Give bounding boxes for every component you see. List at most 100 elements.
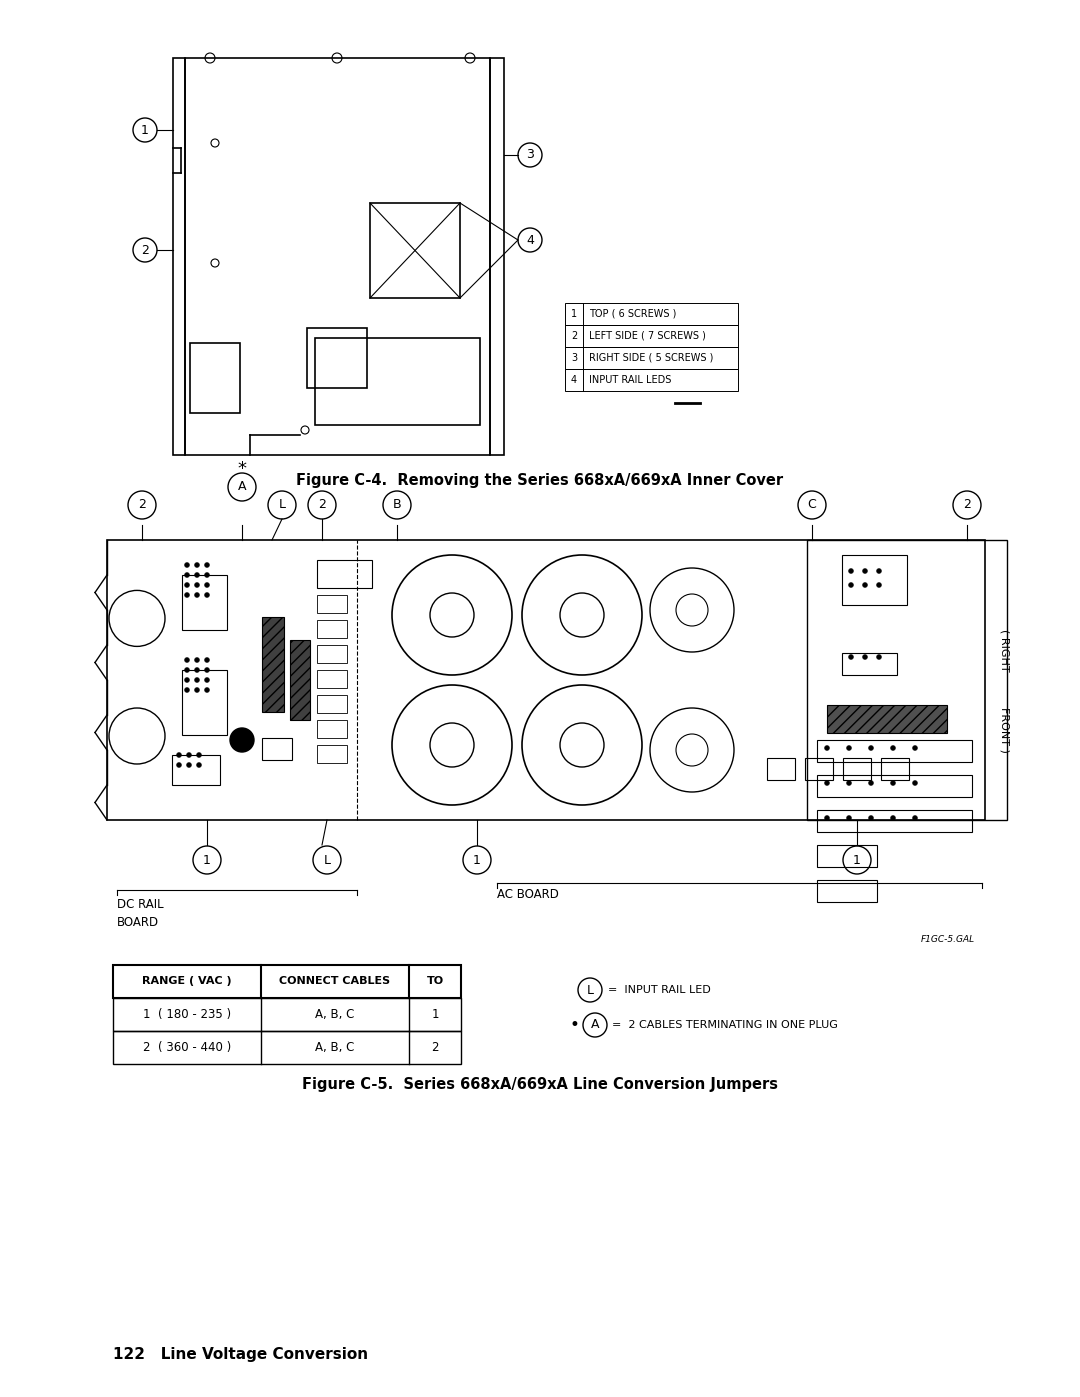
Circle shape [863,655,867,659]
Circle shape [194,668,200,672]
Bar [318,671,347,687]
Text: TO: TO [427,977,444,986]
Text: 2: 2 [431,1041,438,1053]
Circle shape [194,563,200,567]
Bar [842,652,897,675]
Text: B: B [393,499,402,511]
Text: 2  ( 360 - 440 ): 2 ( 360 - 440 ) [143,1041,231,1053]
Circle shape [849,655,853,659]
Circle shape [176,753,181,757]
Text: 4: 4 [526,233,534,246]
Bar [370,203,460,298]
Circle shape [204,563,210,567]
Circle shape [849,583,853,588]
Circle shape [868,816,874,820]
Text: A, B, C: A, B, C [315,1009,354,1021]
Text: 2: 2 [319,499,326,511]
Circle shape [847,746,851,750]
Text: A: A [591,1018,599,1031]
Circle shape [176,763,181,767]
Bar [318,719,347,738]
Circle shape [913,816,918,820]
Text: BOARD: BOARD [117,916,159,929]
Circle shape [204,687,210,693]
Bar [183,576,227,630]
Text: 2: 2 [141,243,149,257]
Text: AC BOARD: AC BOARD [497,888,558,901]
Circle shape [185,687,189,693]
Bar [767,759,795,780]
Text: L: L [586,983,594,996]
Bar [565,326,738,346]
Circle shape [877,655,881,659]
Circle shape [877,569,881,574]
Bar [490,59,504,455]
Circle shape [913,746,918,750]
Text: A, B, C: A, B, C [315,1041,354,1053]
Text: LEFT SIDE ( 7 SCREWS ): LEFT SIDE ( 7 SCREWS ) [589,331,706,341]
Text: 1: 1 [203,854,211,866]
Bar [816,845,877,868]
Bar [816,740,972,761]
Circle shape [230,728,254,752]
Text: =  INPUT RAIL LED: = INPUT RAIL LED [608,985,711,995]
Circle shape [891,816,895,820]
Circle shape [204,678,210,683]
Circle shape [847,816,851,820]
Circle shape [197,763,202,767]
Text: Figure C-5.  Series 668xA/669xA Line Conversion Jumpers: Figure C-5. Series 668xA/669xA Line Conv… [302,1077,778,1092]
Text: 3: 3 [526,148,534,162]
Text: *: * [238,460,246,478]
Bar [318,745,347,763]
Text: TOP ( 6 SCREWS ): TOP ( 6 SCREWS ) [589,309,676,319]
Circle shape [824,746,829,750]
Circle shape [187,763,191,767]
Circle shape [204,583,210,588]
Bar [307,328,367,388]
Circle shape [185,573,189,577]
Text: 4: 4 [571,374,577,386]
Bar [113,997,461,1031]
Circle shape [868,781,874,785]
Circle shape [194,573,200,577]
Bar [190,344,240,414]
Bar [318,595,347,613]
Bar [262,738,292,760]
Text: ( RIGHT: ( RIGHT [1000,629,1010,672]
Bar [565,303,738,326]
Text: 1: 1 [853,854,861,866]
Text: 1: 1 [473,854,481,866]
Text: C: C [808,499,816,511]
Circle shape [847,781,851,785]
Circle shape [185,678,189,683]
Circle shape [891,781,895,785]
Bar [291,640,310,719]
Circle shape [824,816,829,820]
Bar [318,560,372,588]
Text: DC RAIL: DC RAIL [117,898,164,911]
Text: L: L [324,854,330,866]
Circle shape [194,658,200,662]
Circle shape [185,592,189,598]
Text: RANGE ( VAC ): RANGE ( VAC ) [143,977,232,986]
Circle shape [868,746,874,750]
Text: A: A [238,481,246,493]
Circle shape [185,583,189,588]
Bar [842,555,907,605]
Text: FRONT ): FRONT ) [1000,707,1010,753]
Bar [315,338,480,425]
Text: 1: 1 [431,1009,438,1021]
Circle shape [187,753,191,757]
Circle shape [194,583,200,588]
Bar [172,754,220,785]
Text: CONNECT CABLES: CONNECT CABLES [280,977,391,986]
Bar [318,645,347,664]
Circle shape [204,573,210,577]
Circle shape [185,563,189,567]
Circle shape [824,781,829,785]
Text: F1GC-5.GAL: F1GC-5.GAL [921,936,975,944]
Circle shape [877,583,881,588]
Text: INPUT RAIL LEDS: INPUT RAIL LEDS [589,374,672,386]
Text: 2: 2 [138,499,146,511]
Bar [173,59,185,455]
